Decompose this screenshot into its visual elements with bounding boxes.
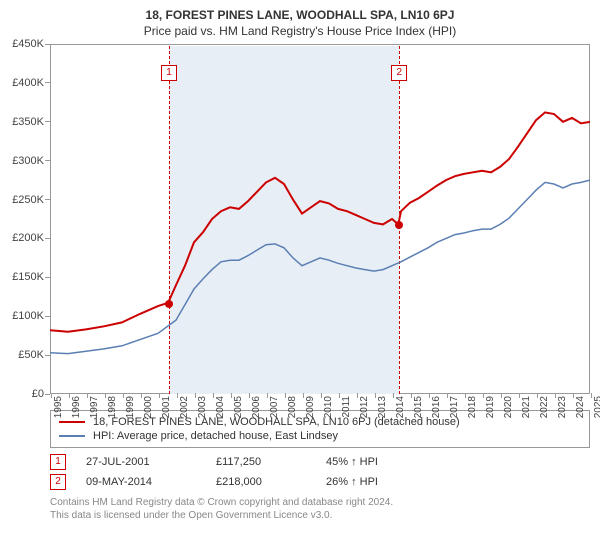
x-axis-label: 1996 xyxy=(71,396,82,418)
legend-item-hpi: HPI: Average price, detached house, East… xyxy=(59,429,581,443)
sale-row: 2 09-MAY-2014 £218,000 26% ↑ HPI xyxy=(50,472,590,492)
y-axis-label: £400K xyxy=(12,77,44,89)
legend-label: HPI: Average price, detached house, East… xyxy=(93,430,338,442)
price-chart: 12 £0£50K£100K£150K£200K£250K£300K£350K£… xyxy=(50,44,590,404)
x-axis-label: 2012 xyxy=(359,396,370,418)
x-axis-label: 2015 xyxy=(413,396,424,418)
price-dot-icon xyxy=(395,221,403,229)
sale-date: 27-JUL-2001 xyxy=(86,456,196,468)
legend-swatch-icon xyxy=(59,421,85,423)
x-axis-label: 2019 xyxy=(485,396,496,418)
series-hpi xyxy=(50,180,590,354)
y-axis-label: £200K xyxy=(12,232,44,244)
x-axis-label: 2018 xyxy=(467,396,478,418)
x-axis-label: 2010 xyxy=(323,396,334,418)
y-axis-label: £0 xyxy=(32,388,44,400)
x-axis-label: 2014 xyxy=(395,396,406,418)
x-axis-label: 2003 xyxy=(197,396,208,418)
x-axis-label: 1998 xyxy=(107,396,118,418)
x-axis-label: 2023 xyxy=(557,396,568,418)
sale-marker-icon: 2 xyxy=(50,474,66,490)
x-axis-label: 2007 xyxy=(269,396,280,418)
y-axis-label: £250K xyxy=(12,194,44,206)
x-axis-label: 2002 xyxy=(179,396,190,418)
y-axis-label: £450K xyxy=(12,38,44,50)
sale-marker-icon: 2 xyxy=(391,65,407,81)
footnote-line: This data is licensed under the Open Gov… xyxy=(50,509,590,522)
x-axis-label: 2022 xyxy=(539,396,550,418)
y-axis-label: £100K xyxy=(12,310,44,322)
x-axis-label: 2005 xyxy=(233,396,244,418)
page-subtitle: Price paid vs. HM Land Registry's House … xyxy=(0,22,600,44)
sale-price: £117,250 xyxy=(216,456,306,468)
x-axis-label: 2008 xyxy=(287,396,298,418)
x-axis-label: 2017 xyxy=(449,396,460,418)
footnote: Contains HM Land Registry data © Crown c… xyxy=(50,496,590,522)
sale-price: £218,000 xyxy=(216,476,306,488)
x-axis-label: 2016 xyxy=(431,396,442,418)
sale-marker-icon: 1 xyxy=(161,65,177,81)
sale-row: 1 27-JUL-2001 £117,250 45% ↑ HPI xyxy=(50,452,590,472)
sale-marker-icon: 1 xyxy=(50,454,66,470)
price-dot-icon xyxy=(165,300,173,308)
x-axis-label: 2004 xyxy=(215,396,226,418)
series-property xyxy=(50,112,590,331)
sales-table: 1 27-JUL-2001 £117,250 45% ↑ HPI 2 09-MA… xyxy=(50,452,590,492)
x-axis-label: 2020 xyxy=(503,396,514,418)
x-axis-label: 1995 xyxy=(53,396,64,418)
y-axis-label: £150K xyxy=(12,271,44,283)
x-axis-label: 2009 xyxy=(305,396,316,418)
page-title: 18, FOREST PINES LANE, WOODHALL SPA, LN1… xyxy=(0,0,600,22)
sale-delta: 45% ↑ HPI xyxy=(326,456,378,468)
x-axis-label: 2000 xyxy=(143,396,154,418)
x-axis-label: 2006 xyxy=(251,396,262,418)
sale-date: 09-MAY-2014 xyxy=(86,476,196,488)
x-axis-label: 1999 xyxy=(125,396,136,418)
chart-lines xyxy=(50,44,590,394)
x-axis-label: 2013 xyxy=(377,396,388,418)
sale-delta: 26% ↑ HPI xyxy=(326,476,378,488)
x-axis-label: 2025 xyxy=(593,396,600,418)
footnote-line: Contains HM Land Registry data © Crown c… xyxy=(50,496,590,509)
x-axis-label: 2024 xyxy=(575,396,586,418)
x-axis-label: 2001 xyxy=(161,396,172,418)
y-axis-label: £350K xyxy=(12,116,44,128)
x-axis-label: 2011 xyxy=(341,396,352,418)
y-axis-label: £300K xyxy=(12,155,44,167)
legend-swatch-icon xyxy=(59,435,85,437)
x-axis-label: 1997 xyxy=(89,396,100,418)
x-axis-label: 2021 xyxy=(521,396,532,418)
y-axis-label: £50K xyxy=(18,349,44,361)
